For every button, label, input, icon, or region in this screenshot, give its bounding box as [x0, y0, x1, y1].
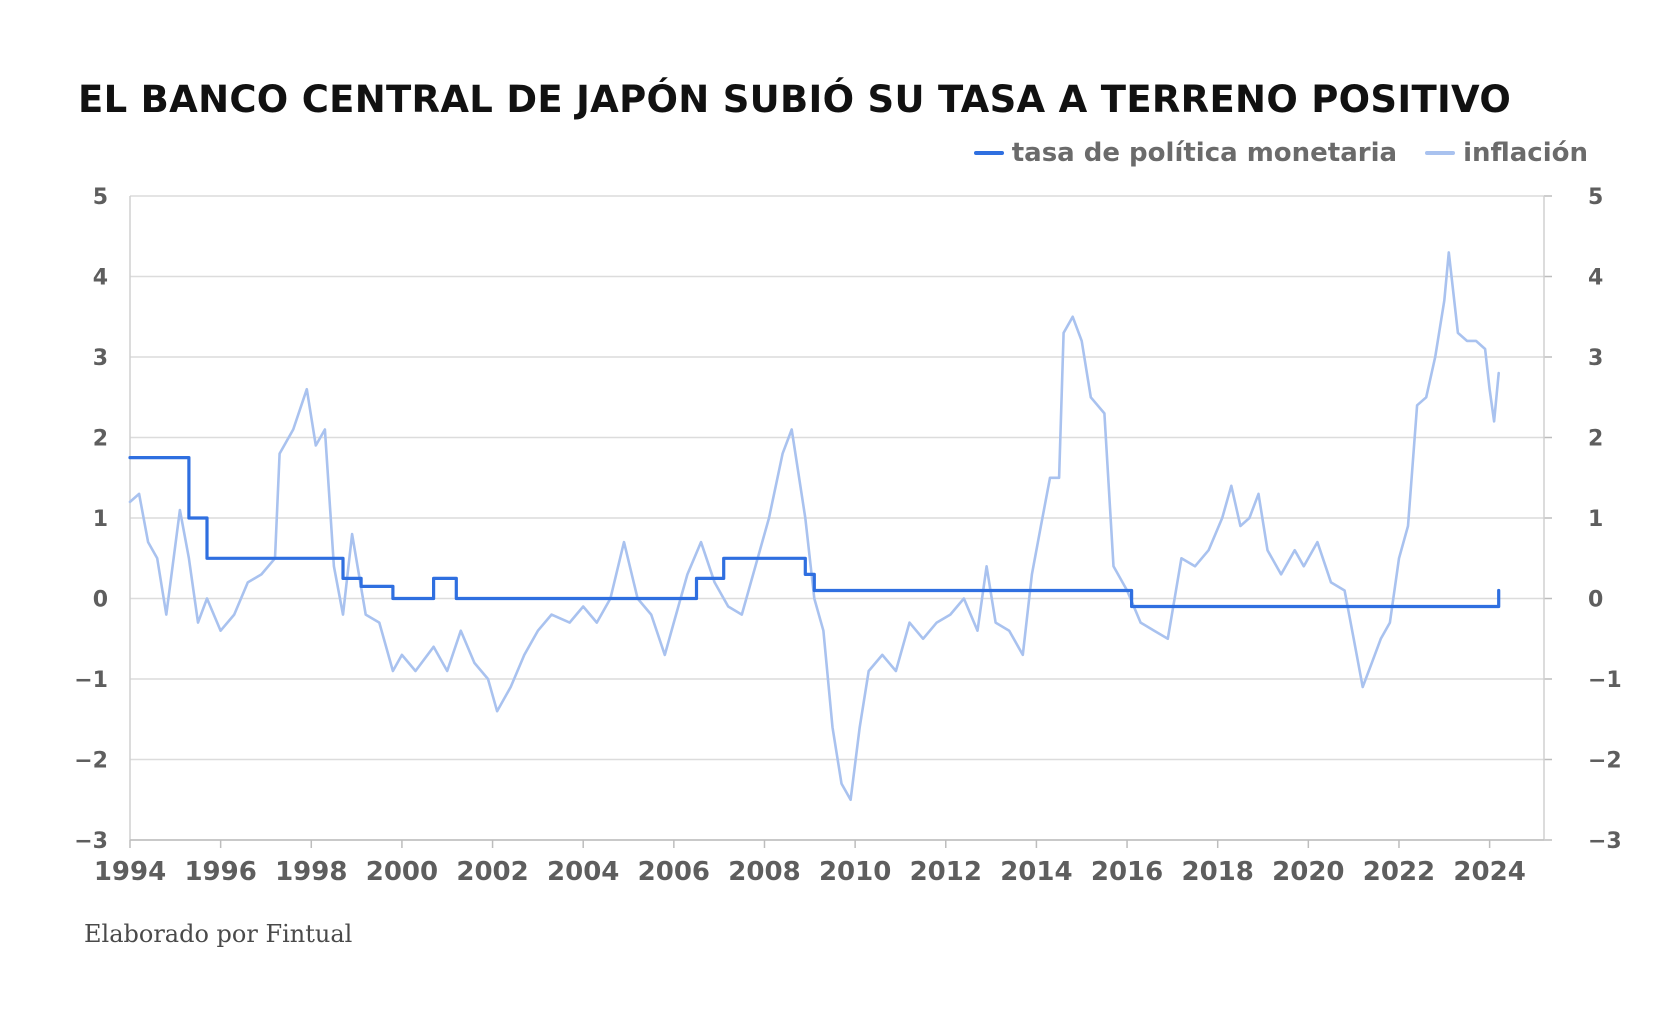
source-note: Elaborado por Fintual — [84, 920, 353, 948]
grid — [130, 195, 1544, 841]
series-line-policy-rate — [128, 456, 1501, 609]
y-tick-label-left: 1 — [93, 507, 108, 532]
x-tick-label: 1998 — [275, 857, 347, 887]
y-tick-label-left: −3 — [74, 829, 108, 854]
x-tick-label: 2014 — [1000, 857, 1072, 887]
y-tick-label-left: −2 — [74, 749, 108, 774]
x-tick-label: 2010 — [819, 857, 891, 887]
y-tick-label-left: 4 — [93, 266, 108, 291]
x-tick-label: 2008 — [728, 857, 800, 887]
legend-label-policy-rate: tasa de política monetaria — [1011, 138, 1398, 168]
legend: tasa de política monetaria inflación — [973, 138, 1588, 168]
y-tick-label-right: −1 — [1588, 668, 1622, 693]
x-tick-label: 2018 — [1182, 857, 1254, 887]
y-tick-label-right: 3 — [1588, 346, 1603, 371]
series-group — [128, 251, 1501, 802]
y-tick-label-right: 5 — [1588, 185, 1603, 210]
y-tick-label-right: 0 — [1588, 588, 1603, 613]
legend-item-policy-rate: tasa de política monetaria — [973, 138, 1398, 168]
y-tick-label-left: 2 — [93, 427, 108, 452]
x-tick-label: 2020 — [1272, 857, 1344, 887]
legend-swatch-inflation — [1425, 151, 1456, 155]
y-tick-label-left: 3 — [93, 346, 108, 371]
chart-title: EL BANCO CENTRAL DE JAPÓN SUBIÓ SU TASA … — [78, 78, 1512, 121]
y-tick-label-right: 4 — [1588, 266, 1603, 291]
x-tick-label: 2002 — [456, 857, 528, 887]
x-tick-label: 2016 — [1091, 857, 1163, 887]
y-tick-label-left: 0 — [93, 588, 108, 613]
x-tick-label: 2004 — [547, 857, 619, 887]
y-tick-label-right: 1 — [1588, 507, 1603, 532]
x-tick-label: 2022 — [1363, 857, 1435, 887]
x-tick-label: 2024 — [1453, 857, 1525, 887]
y-tick-label-left: −1 — [74, 668, 108, 693]
y-tick-label-right: 2 — [1588, 427, 1603, 452]
x-tick-label: 2012 — [910, 857, 982, 887]
y-tick-label-right: −2 — [1588, 749, 1622, 774]
x-tick-label: 1996 — [184, 857, 256, 887]
axes: 5 5 4 4 3 3 2 2 1 1 0 0 −1 −1 −2 −2 −3 −3 1994 1996 1998 2000… — [74, 185, 1622, 887]
legend-label-inflation: inflación — [1463, 138, 1588, 168]
legend-item-inflation: inflación — [1425, 138, 1588, 168]
y-tick-label-right: −3 — [1588, 829, 1622, 854]
y-tick-label-left: 5 — [93, 185, 108, 210]
legend-swatch-policy-rate — [973, 151, 1004, 155]
x-tick-label: 2000 — [366, 857, 438, 887]
x-tick-label: 1994 — [94, 857, 166, 887]
x-tick-label: 2006 — [638, 857, 710, 887]
series-line-inflation — [128, 251, 1500, 802]
